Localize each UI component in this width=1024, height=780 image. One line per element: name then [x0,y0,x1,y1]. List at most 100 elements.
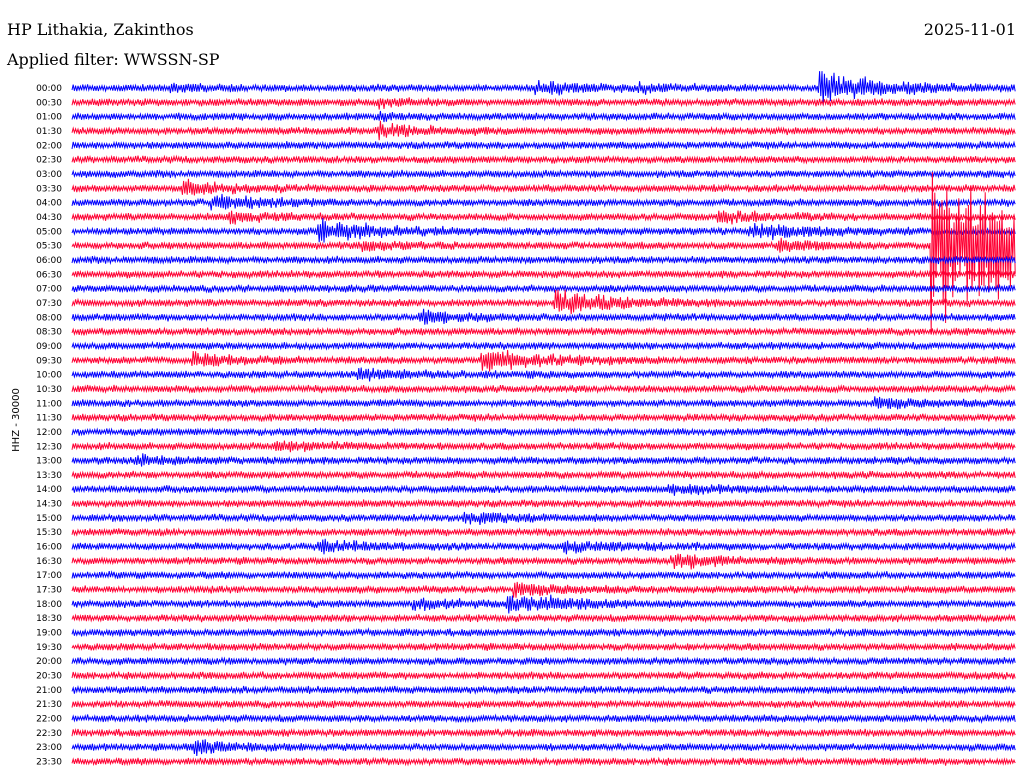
row-time-label: 19:30 [36,643,62,653]
trace-row [71,581,1016,598]
row-time-label: 18:30 [36,614,62,624]
trace-row [71,340,1016,351]
row-time-label: 23:00 [36,743,62,753]
row-time-label: 16:30 [36,557,62,567]
station-title: HP Lithakia, Zakinthos [7,20,194,39]
trace-row [71,469,1016,481]
row-time-label: 15:30 [36,528,62,538]
row-time-label: 09:30 [36,356,62,366]
row-time-label: 07:00 [36,285,62,295]
row-time-label: 02:30 [36,156,62,166]
row-time-label: 20:30 [36,672,62,682]
trace-row [71,440,1016,453]
trace-row [71,483,1016,496]
row-time-label: 13:30 [36,471,62,481]
row-time-label: 06:00 [36,256,62,266]
trace-row [71,193,1016,211]
row-time-label: 11:00 [36,399,62,409]
trace-row [71,308,1016,325]
record-date: 2025-11-01 [923,20,1016,39]
trace-row [71,383,1016,395]
trace-row [71,684,1016,696]
trace-row [71,289,1016,315]
row-time-label: 04:00 [36,199,62,209]
row-time-label: 05:00 [36,227,62,237]
row-time-label: 05:30 [36,242,62,252]
row-time-label: 20:00 [36,657,62,667]
row-time-label: 12:30 [36,442,62,452]
trace-row [71,727,1016,738]
trace-row [71,97,1016,110]
trace-row [71,538,1016,555]
row-time-label: 17:00 [36,571,62,581]
trace-row [71,349,1016,372]
trace-row [71,670,1016,681]
row-time-label: 10:30 [36,385,62,395]
row-time-label: 11:30 [36,414,62,424]
row-time-label: 02:00 [36,141,62,151]
row-time-label: 10:00 [36,371,62,381]
trace-row [71,269,1016,280]
row-time-label: 06:30 [36,270,62,280]
trace-row [71,527,1016,538]
row-time-label: 01:30 [36,127,62,137]
trace-row [71,641,1016,652]
trace-row [71,656,1016,667]
trace-row [71,110,1016,123]
trace-row [71,120,1016,141]
trace-row [71,412,1016,423]
row-time-label: 09:00 [36,342,62,352]
row-time-label: 14:30 [36,500,62,510]
trace-row [71,739,1016,756]
trace-row [71,756,1016,767]
row-time-labels: 00:00 00:30 01:00 01:30 02:00 02:30 03:00 03:30… [36,84,62,768]
row-time-label: 21:00 [36,686,62,696]
trace-row [71,71,1016,106]
row-time-label: 13:00 [36,457,62,467]
trace-row [71,553,1016,570]
row-time-label: 16:00 [36,543,62,553]
trace-row [71,594,1016,614]
row-time-label: 17:30 [36,586,62,596]
trace-row [71,367,1016,382]
trace-row [71,217,1016,243]
trace-row [71,326,1016,337]
trace-row [71,210,1016,225]
row-time-label: 14:00 [36,485,62,495]
filter-label: Applied filter: WWSSN-SP [7,50,220,69]
trace-row [71,627,1016,638]
row-time-label: 12:00 [36,428,62,438]
row-time-label: 03:30 [36,184,62,194]
trace-row [71,178,1016,196]
trace-row [71,713,1016,724]
row-time-label: 01:00 [36,113,62,123]
trace-row [71,172,1016,334]
trace-row [71,453,1016,467]
trace-row [71,698,1016,710]
trace-row [71,613,1016,624]
row-time-label: 03:00 [36,170,62,180]
row-time-label: 23:30 [36,758,62,768]
trace-row [71,511,1016,525]
row-time-label: 18:00 [36,600,62,610]
trace-row [71,283,1016,294]
row-time-label: 08:30 [36,328,62,338]
row-time-label: 19:00 [36,629,62,639]
trace-row [71,140,1016,151]
row-time-label: 08:00 [36,313,62,323]
trace-row [71,498,1016,509]
row-time-label: 22:00 [36,715,62,725]
row-time-label: 00:30 [36,98,62,108]
trace-row [71,570,1016,581]
trace-row [71,396,1016,410]
seismic-traces [71,71,1016,767]
trace-row [71,426,1016,437]
row-time-label: 22:30 [36,729,62,739]
trace-row [71,168,1016,180]
row-time-label: 07:30 [36,299,62,309]
row-time-label: 15:00 [36,514,62,524]
row-time-label: 04:30 [36,213,62,223]
row-time-label: 21:30 [36,700,62,710]
trace-row [71,154,1016,165]
